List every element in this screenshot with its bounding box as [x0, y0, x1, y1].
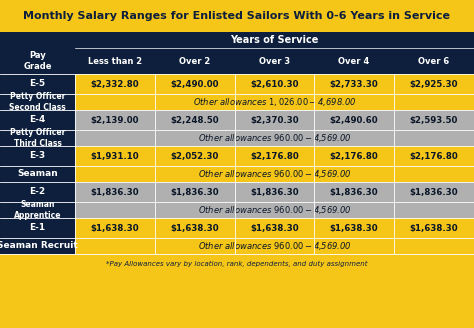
Text: $2,248.50: $2,248.50	[171, 115, 219, 125]
Bar	[314, 74, 394, 94]
Text: E-4: E-4	[29, 115, 46, 125]
Bar	[75, 94, 474, 110]
Bar	[155, 146, 235, 166]
Bar	[0, 74, 75, 94]
Bar	[394, 74, 474, 94]
Text: Pay
Grade: Pay Grade	[23, 51, 52, 71]
Text: $2,332.80: $2,332.80	[91, 79, 139, 89]
Bar	[235, 146, 314, 166]
Text: $1,836.30: $1,836.30	[330, 188, 378, 196]
Text: $2,733.30: $2,733.30	[330, 79, 378, 89]
Bar	[314, 182, 394, 202]
Bar	[394, 218, 474, 238]
Text: $1,836.30: $1,836.30	[250, 188, 299, 196]
Bar	[0, 182, 75, 202]
Text: Other allowances $960.00 - $4,569.00: Other allowances $960.00 - $4,569.00	[198, 204, 351, 216]
Bar	[0, 218, 75, 238]
Text: E-2: E-2	[29, 188, 46, 196]
Text: $2,370.30: $2,370.30	[250, 115, 299, 125]
Text: $2,610.30: $2,610.30	[250, 79, 299, 89]
Bar	[0, 110, 75, 130]
Bar	[155, 74, 235, 94]
Text: Monthly Salary Ranges for Enlisted Sailors With 0-6 Years in Service: Monthly Salary Ranges for Enlisted Sailo…	[24, 11, 450, 21]
Bar	[75, 130, 474, 146]
Bar	[0, 202, 75, 218]
Bar	[0, 48, 474, 74]
Bar	[235, 74, 314, 94]
Text: Over 2: Over 2	[179, 56, 210, 66]
Bar	[314, 110, 394, 130]
Bar	[394, 110, 474, 130]
Text: Less than 2: Less than 2	[88, 56, 142, 66]
Text: $1,638.30: $1,638.30	[330, 223, 378, 233]
Text: Over 3: Over 3	[259, 56, 290, 66]
Bar	[75, 146, 155, 166]
Text: Petty Officer
Second Class: Petty Officer Second Class	[9, 92, 66, 112]
Text: $1,836.30: $1,836.30	[410, 188, 458, 196]
Bar	[0, 166, 75, 182]
Text: Years of Service: Years of Service	[230, 35, 319, 45]
Text: Seaman
Apprentice: Seaman Apprentice	[14, 200, 61, 220]
Bar	[75, 182, 155, 202]
Bar	[155, 110, 235, 130]
Bar	[75, 218, 155, 238]
Text: Petty Officer
Third Class: Petty Officer Third Class	[10, 128, 65, 148]
Text: E-3: E-3	[29, 152, 46, 160]
Bar	[235, 218, 314, 238]
Text: $1,638.30: $1,638.30	[410, 223, 458, 233]
Text: $2,490.00: $2,490.00	[171, 79, 219, 89]
Bar	[0, 130, 75, 146]
Bar	[235, 182, 314, 202]
Bar	[75, 202, 474, 218]
Text: Other allowances $960.00 - $4,569.00: Other allowances $960.00 - $4,569.00	[198, 240, 351, 252]
Text: Over 4: Over 4	[338, 56, 370, 66]
Bar	[155, 218, 235, 238]
Bar	[75, 32, 474, 48]
Bar	[155, 182, 235, 202]
Bar	[0, 32, 75, 48]
Bar	[314, 146, 394, 166]
Text: *Pay Allowances vary by location, rank, dependents, and duty assignment: *Pay Allowances vary by location, rank, …	[106, 261, 368, 267]
Bar	[0, 94, 75, 110]
Text: E-1: E-1	[29, 223, 46, 233]
Text: $1,638.30: $1,638.30	[250, 223, 299, 233]
Text: $2,925.30: $2,925.30	[410, 79, 458, 89]
Text: $1,931.10: $1,931.10	[91, 152, 139, 160]
Text: $2,490.60: $2,490.60	[330, 115, 378, 125]
Bar	[75, 166, 474, 182]
Text: $2,176.80: $2,176.80	[410, 152, 458, 160]
Text: Over 6: Over 6	[419, 56, 449, 66]
Bar	[75, 110, 155, 130]
Text: $1,638.30: $1,638.30	[91, 223, 139, 233]
Bar	[314, 218, 394, 238]
Bar	[394, 146, 474, 166]
Text: Seaman: Seaman	[17, 170, 58, 178]
Bar	[394, 182, 474, 202]
Text: $2,593.50: $2,593.50	[410, 115, 458, 125]
Text: $2,176.80: $2,176.80	[250, 152, 299, 160]
Bar	[75, 238, 474, 254]
Text: $1,638.30: $1,638.30	[171, 223, 219, 233]
Text: E-5: E-5	[29, 79, 46, 89]
Bar	[0, 238, 75, 254]
Text: Seaman Recruit: Seaman Recruit	[0, 241, 78, 251]
Bar	[0, 0, 474, 32]
Text: $2,139.00: $2,139.00	[91, 115, 139, 125]
Text: $2,052.30: $2,052.30	[171, 152, 219, 160]
Bar	[0, 146, 75, 166]
Text: Other allowances $1,026.00 - $4,698.00: Other allowances $1,026.00 - $4,698.00	[193, 96, 356, 108]
Text: Other allowances $960.00 - $4,569.00: Other allowances $960.00 - $4,569.00	[198, 132, 351, 144]
Text: $1,836.30: $1,836.30	[171, 188, 219, 196]
Text: $1,836.30: $1,836.30	[91, 188, 139, 196]
Text: $2,176.80: $2,176.80	[330, 152, 378, 160]
Bar	[75, 74, 155, 94]
Text: Other allowances $960.00 - $4,569.00: Other allowances $960.00 - $4,569.00	[198, 168, 351, 180]
Bar	[235, 110, 314, 130]
